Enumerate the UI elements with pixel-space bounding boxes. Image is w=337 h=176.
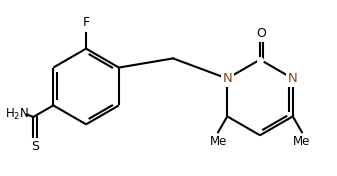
Text: Me: Me	[209, 135, 227, 148]
Text: N: N	[288, 72, 298, 85]
Text: Me: Me	[293, 135, 311, 148]
Text: F: F	[83, 16, 90, 29]
Text: S: S	[31, 140, 39, 153]
Text: H$_2$N: H$_2$N	[5, 107, 30, 122]
Text: N: N	[222, 72, 232, 85]
Text: O: O	[257, 27, 267, 40]
